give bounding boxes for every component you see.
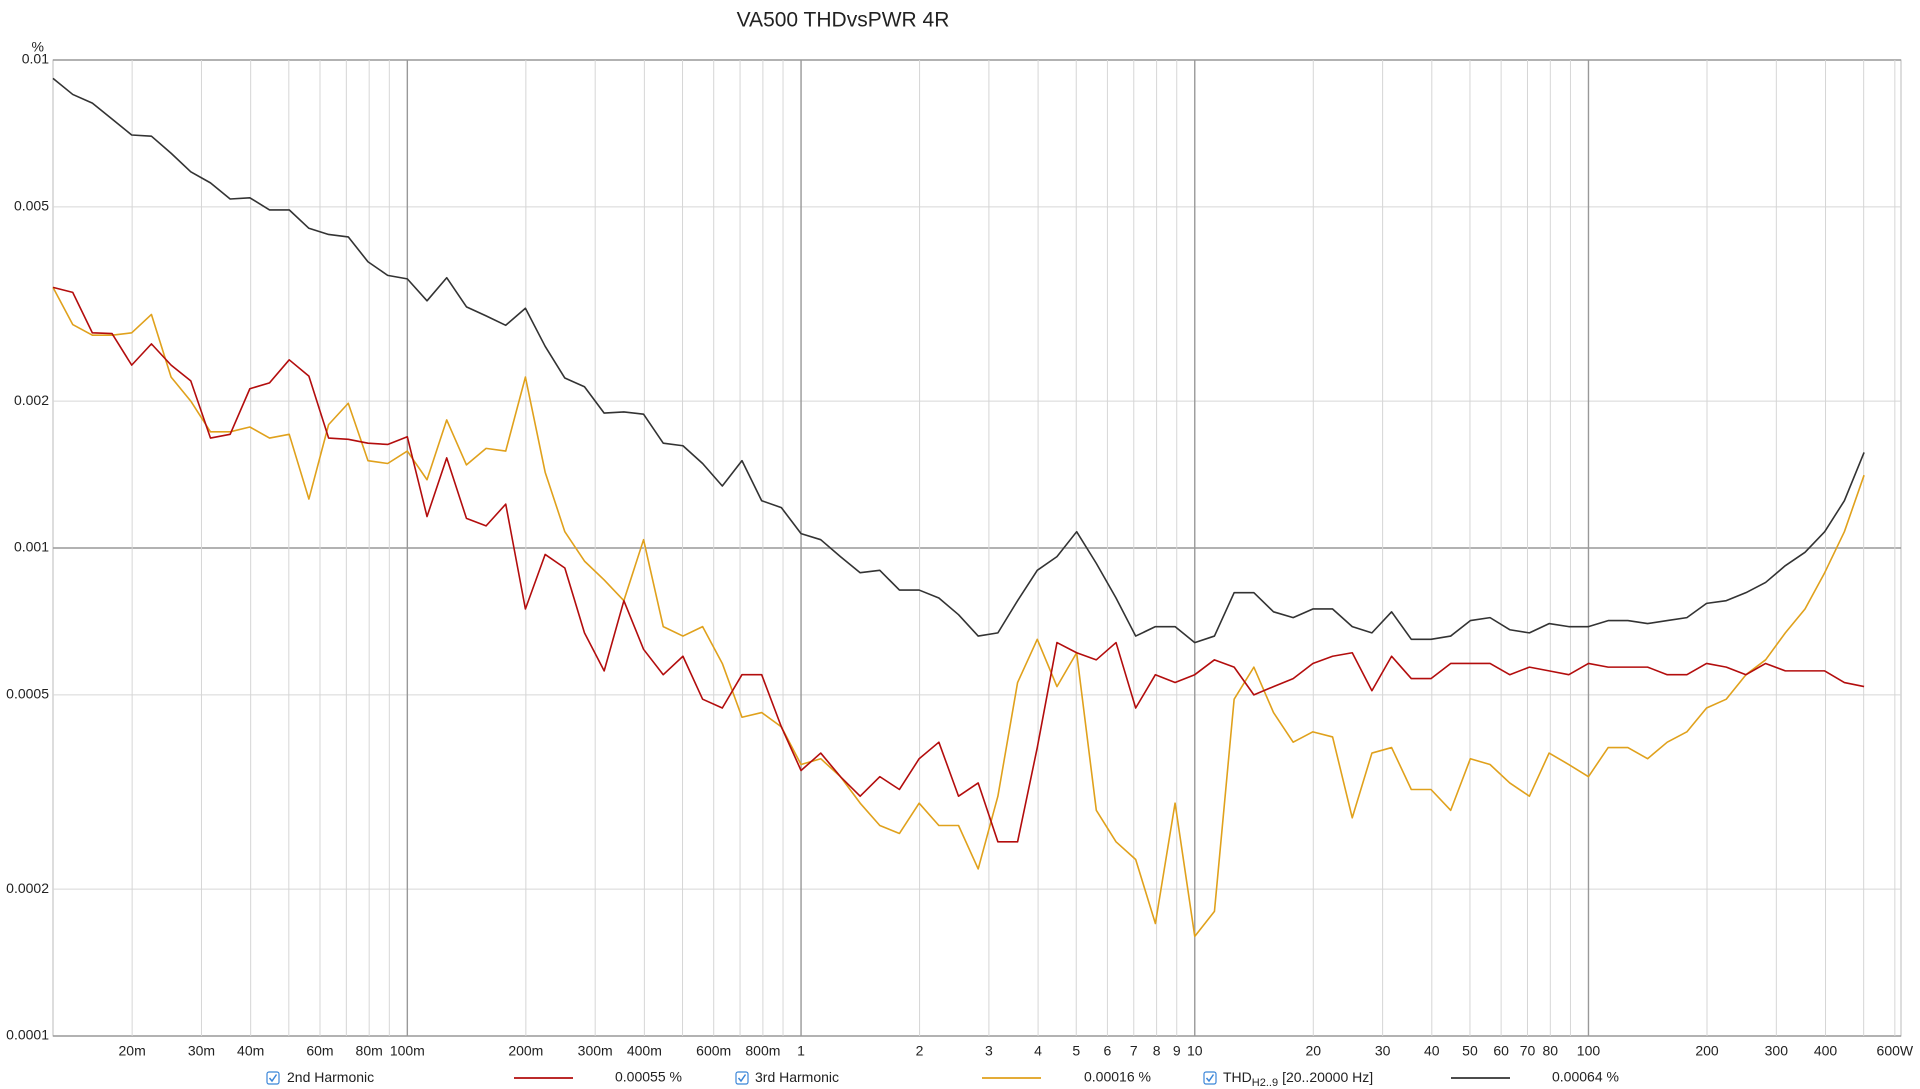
x-tick-label: 200	[1695, 1043, 1719, 1059]
legend-subscript: H2..9	[1252, 1077, 1278, 1089]
x-tick-label: 100m	[390, 1043, 425, 1059]
legend-suffix: [20..20000 Hz]	[1282, 1069, 1373, 1085]
x-tick-label: 60m	[306, 1043, 333, 1059]
x-tick-label: 1	[797, 1043, 805, 1059]
x-tick-label: 30	[1375, 1043, 1391, 1059]
x-tick-label: 20	[1305, 1043, 1321, 1059]
x-tick-label: 6	[1104, 1043, 1112, 1059]
x-tick-label: 800m	[745, 1043, 780, 1059]
checkbox-box	[735, 1071, 749, 1085]
grid	[52, 59, 1902, 1037]
lines	[52, 77, 1865, 938]
series-line	[52, 77, 1865, 644]
x-tick-label: 9	[1173, 1043, 1181, 1059]
x-tick-label: 50	[1462, 1043, 1478, 1059]
x-tick-label: 30m	[188, 1043, 215, 1059]
y-tick-label: 0.0001	[6, 1027, 49, 1043]
x-tick-label: 20m	[119, 1043, 146, 1059]
x-tick-label: 10	[1187, 1043, 1203, 1059]
x-tick-label: 7	[1130, 1043, 1138, 1059]
legend-item: 2nd Harmonic 0.00055 %	[266, 1069, 682, 1085]
y-tick-label: 0.001	[14, 539, 49, 555]
x-tick-label: 400	[1814, 1043, 1838, 1059]
x-tick-label: 40	[1424, 1043, 1440, 1059]
legend-item: 3rd Harmonic 0.00016 %	[735, 1069, 1151, 1085]
legend-name: THD	[1223, 1069, 1252, 1085]
chart-title: VA500 THDvsPWR 4R	[737, 9, 950, 32]
legend-checkbox[interactable]	[266, 1071, 280, 1085]
x-tick-label: 8	[1153, 1043, 1161, 1059]
x-tick-label: 80	[1543, 1043, 1559, 1059]
x-tick-label: 100	[1577, 1043, 1601, 1059]
legend-checkbox[interactable]	[1203, 1071, 1217, 1085]
x-tick-label: 300	[1765, 1043, 1789, 1059]
series-line	[52, 286, 1865, 843]
x-tick-label: 70	[1520, 1043, 1536, 1059]
x-tick-label: 40m	[237, 1043, 264, 1059]
legend-label: 2nd Harmonic	[287, 1069, 374, 1085]
y-tick-label: 0.002	[14, 392, 49, 408]
y-tick-label: 0.0005	[6, 686, 49, 702]
x-tick-label: 60	[1493, 1043, 1509, 1059]
x-tick-label: 5	[1072, 1043, 1080, 1059]
legend-label: THDH2..9 [20..20000 Hz]	[1223, 1069, 1373, 1089]
x-tick-label: 2	[916, 1043, 924, 1059]
legend-label: 3rd Harmonic	[755, 1069, 839, 1085]
y-tick-label: 0.005	[14, 198, 49, 214]
x-tick-label: 400m	[627, 1043, 662, 1059]
checkbox-check	[737, 1074, 747, 1083]
checkbox-box	[1203, 1071, 1217, 1085]
x-tick-label: 4	[1034, 1043, 1042, 1059]
legend-value: 0.00055 %	[615, 1069, 682, 1085]
legend-checkbox[interactable]	[735, 1071, 749, 1085]
legend-name: 2nd Harmonic	[287, 1069, 374, 1085]
x-tick-label: 600m	[696, 1043, 731, 1059]
tick-labels: 0.0001 0.0002 0.0005 0.001 0.002 0.005 0.01 20m…	[6, 51, 1914, 1059]
y-tick-label: 0.01	[22, 51, 49, 67]
legend-value: 0.00016 %	[1084, 1069, 1151, 1085]
x-tick-label: 3	[985, 1043, 993, 1059]
checkbox-box	[266, 1071, 280, 1085]
y-unit: %	[32, 39, 44, 55]
legend-item: THDH2..9 [20..20000 Hz] 0.00064 %	[1203, 1069, 1619, 1089]
legend-name: 3rd Harmonic	[755, 1069, 839, 1085]
x-tick-label: 300m	[578, 1043, 613, 1059]
x-tick-label: 80m	[356, 1043, 383, 1059]
legend-value: 0.00064 %	[1552, 1069, 1619, 1085]
checkbox-check	[268, 1074, 278, 1083]
checkbox-check	[1205, 1074, 1215, 1083]
x-tick-label: 600W	[1877, 1043, 1914, 1059]
x-tick-label: 200m	[508, 1043, 543, 1059]
series-line	[52, 287, 1865, 938]
legend: 2nd Harmonic 0.00055 % 3rd Harmonic 0.00016…	[266, 1069, 1619, 1089]
y-tick-label: 0.0002	[6, 880, 49, 896]
